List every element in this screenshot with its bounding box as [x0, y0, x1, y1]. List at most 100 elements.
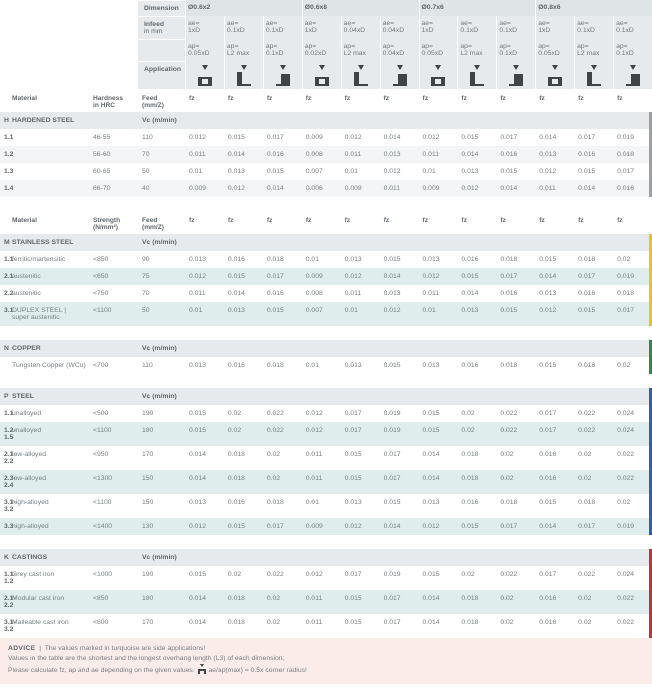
row-fz: 0.017 — [380, 446, 419, 470]
row-fz: 0.017 — [341, 405, 380, 422]
row-material: austenitic — [8, 285, 89, 302]
row-fz: 0.009 — [185, 180, 224, 197]
group-stripe — [613, 234, 652, 251]
table-row: 1.3 60-65 500.010.0130.0150.0070.010.012… — [0, 163, 652, 180]
row-hardness: 60-65 — [89, 163, 138, 180]
row-material: low-alloyed — [8, 470, 89, 494]
row-fz: 0.012 — [380, 163, 419, 180]
table-row: Tungsten Copper (WCu) <700 1100.0130.016… — [0, 357, 652, 374]
row-fz: 0.013 — [380, 146, 419, 163]
row-fz: 0.015 — [574, 163, 613, 180]
row-fz: 0.015 — [574, 302, 613, 326]
row-fz: 0.013 — [380, 285, 419, 302]
row-fz: 0.016 — [535, 470, 574, 494]
group-title: COPPER — [8, 340, 89, 357]
group-stripe — [613, 549, 652, 566]
row-material — [8, 129, 89, 146]
feed-label: Feed (mm/Z) — [138, 89, 185, 112]
row-fz: 0.014 — [185, 614, 224, 638]
table-row: 2.3-2.4 low-alloyed <1300 1500.0140.0180… — [0, 470, 652, 494]
row-fz: 0.016 — [574, 146, 613, 163]
row-material: Modular cast iron — [8, 590, 89, 614]
row-fz: 0.013 — [224, 302, 263, 326]
fz-label: fz — [224, 89, 263, 112]
row-fz: 0.022 — [263, 422, 302, 446]
row-fz: 0.017 — [613, 163, 652, 180]
row-fz: 0.015 — [224, 268, 263, 285]
group-title: STEEL — [8, 388, 89, 405]
row-hardness: <650 — [89, 268, 138, 285]
row-fz: 0.017 — [496, 129, 535, 146]
fz-label: fz — [574, 211, 613, 234]
row-fz: 0.011 — [302, 446, 341, 470]
table-row: 1.4 66-70 400.0090.0120.0140.0060.0090.0… — [0, 180, 652, 197]
fz-label: fz — [496, 89, 535, 112]
row-fz: 0.017 — [574, 518, 613, 535]
row-hardness: 66-70 — [89, 180, 138, 197]
row-fz: 0.015 — [457, 518, 496, 535]
row-fz: 0.012 — [419, 129, 458, 146]
row-fz: 0.009 — [419, 180, 458, 197]
fz-label: fz — [341, 211, 380, 234]
row-fz: 0.016 — [457, 251, 496, 268]
header-ap-row: ap= 0.05xD ap= L2 max ap= 0.1xD ap= 0.02… — [0, 39, 652, 61]
row-fz: 0.014 — [535, 129, 574, 146]
row-material: high-alloyed — [8, 518, 89, 535]
row-fz: 0.013 — [457, 302, 496, 326]
row-fz: 0.022 — [574, 405, 613, 422]
row-fz: 0.013 — [185, 357, 224, 374]
row-fz: 0.017 — [613, 302, 652, 326]
row-fz: 0.017 — [535, 405, 574, 422]
row-fz: 0.015 — [185, 405, 224, 422]
column-labels: Material Hardness in HRC Feed (mm/Z)fzfz… — [0, 89, 652, 112]
group-code: H — [0, 112, 8, 129]
row-fz: 0.02 — [613, 494, 652, 518]
row-key: 1.1 — [0, 129, 8, 146]
row-fz: 0.017 — [380, 614, 419, 638]
row-hardness: <1000 — [89, 566, 138, 590]
row-fz: 0.018 — [613, 285, 652, 302]
group-code: M — [0, 234, 8, 251]
row-hardness: <1300 — [89, 470, 138, 494]
row-fz: 0.018 — [224, 590, 263, 614]
row-fz: 0.017 — [263, 268, 302, 285]
row-fz: 0.01 — [419, 302, 458, 326]
row-fz: 0.015 — [457, 268, 496, 285]
row-fz: 0.008 — [302, 285, 341, 302]
group-title: HARDENED STEEL — [8, 112, 89, 129]
row-fz: 0.016 — [496, 285, 535, 302]
row-fz: 0.022 — [496, 566, 535, 590]
row-fz: 0.013 — [419, 251, 458, 268]
milling-corner-icon — [263, 61, 302, 89]
row-fz: 0.012 — [419, 518, 458, 535]
vc-label: Vc (m/min) — [138, 340, 185, 357]
row-vc: 90 — [138, 251, 185, 268]
row-hardness: <1100 — [89, 302, 138, 326]
row-fz: 0.02 — [263, 470, 302, 494]
row-fz: 0.012 — [535, 163, 574, 180]
row-key: 2.1-2.2 — [0, 446, 8, 470]
group-stripe — [613, 388, 652, 405]
row-fz: 0.014 — [224, 285, 263, 302]
advice-box: ADVICE | The values marked in turquoise … — [0, 638, 652, 684]
row-fz: 0.014 — [457, 285, 496, 302]
row-fz: 0.016 — [263, 285, 302, 302]
row-key: 1.1-1.2 — [0, 566, 8, 590]
row-key: 1.3 — [0, 163, 8, 180]
application-label: Application — [138, 61, 185, 89]
row-fz: 0.015 — [224, 518, 263, 535]
row-fz: 0.018 — [224, 446, 263, 470]
hardness-label: Hardness in HRC — [89, 89, 138, 112]
row-hardness: <750 — [89, 285, 138, 302]
fz-label: fz — [341, 89, 380, 112]
row-fz: 0.014 — [185, 590, 224, 614]
row-fz: 0.017 — [574, 268, 613, 285]
row-fz: 0.024 — [613, 566, 652, 590]
row-fz: 0.013 — [419, 357, 458, 374]
section-header: K CASTINGS Vc (m/min) — [0, 549, 652, 566]
row-key: 1.1 — [0, 251, 8, 268]
row-fz: 0.009 — [302, 518, 341, 535]
row-fz: 0.01 — [185, 163, 224, 180]
row-fz: 0.011 — [302, 590, 341, 614]
row-fz: 0.015 — [341, 590, 380, 614]
